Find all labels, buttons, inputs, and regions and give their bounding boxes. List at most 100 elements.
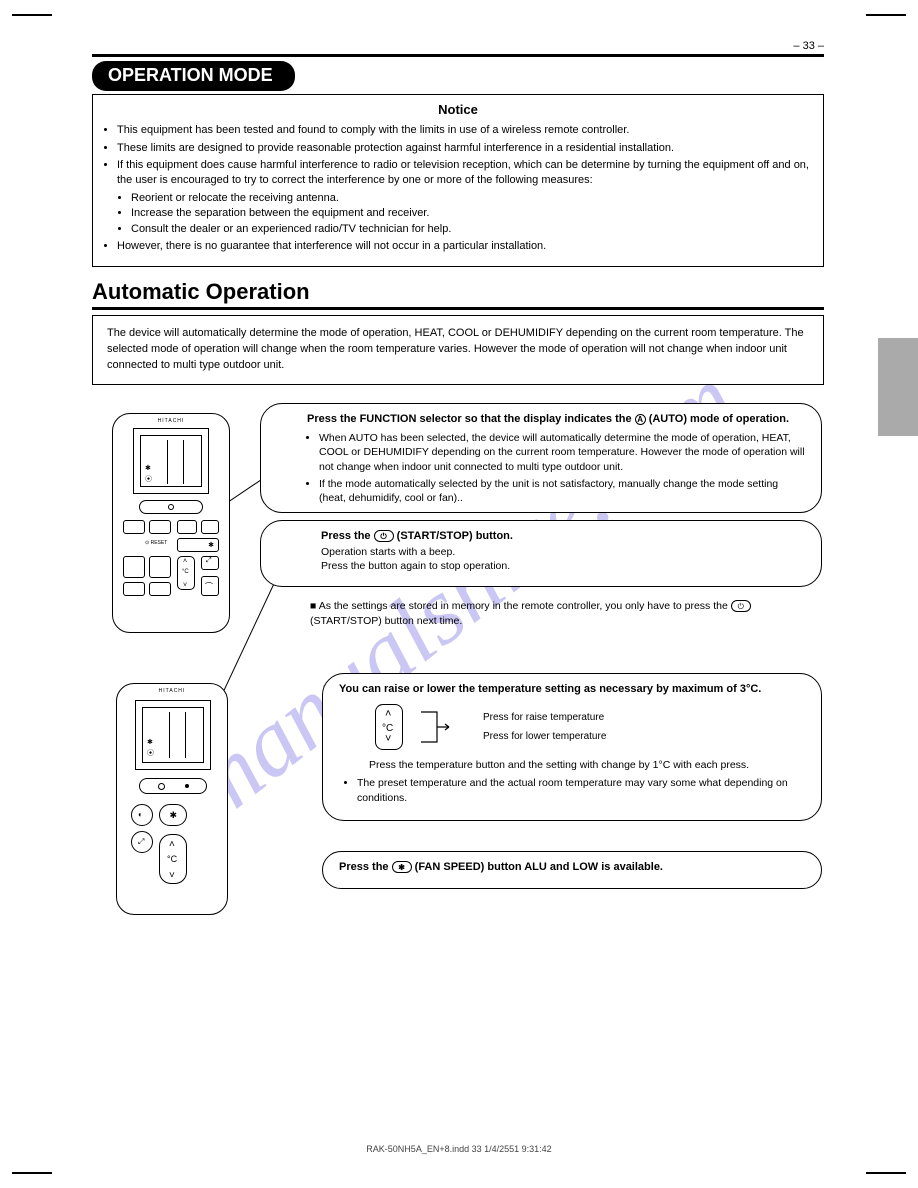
mid-rule — [92, 307, 824, 310]
raise-label: Press for raise temperature — [483, 711, 606, 724]
notice-item: This equipment has been tested and found… — [117, 123, 811, 138]
start-stop-button — [139, 500, 203, 514]
text: (AUTO) mode of operation. — [649, 413, 789, 425]
footer: RAK-50NH5A_EN+8.indd 33 1/4/2551 9:31:42 — [0, 1144, 918, 1154]
button-panel: ⊙ RESET ✱ ˄ °C ˅ ⤢ ⌒ — [123, 520, 221, 618]
temp-button: ˄ °C ˅ — [159, 834, 187, 884]
fan-icon: ✱ — [145, 464, 151, 472]
notice-box: Notice This equipment has been tested an… — [92, 94, 824, 267]
up-icon: ˄ — [385, 707, 391, 722]
btn: ◐ — [131, 804, 153, 826]
btn — [123, 520, 145, 534]
temp-line: Press the temperature button and the set… — [369, 758, 805, 773]
swing-icon: ⤢ — [138, 837, 144, 847]
louver-icon: ⌒ — [205, 581, 213, 592]
operations-area: HITACHI ✱ ⦿ ⊙ RESET ✱ — [92, 403, 824, 963]
power-icon — [158, 783, 165, 790]
side-tab — [878, 338, 918, 436]
btn — [149, 556, 171, 578]
text: Press the — [339, 861, 392, 873]
page-content: – 33 – OPERATION MODE Notice This equipm… — [92, 54, 824, 963]
swing-icon: ⤢ — [206, 557, 212, 565]
start-stop-button — [139, 778, 207, 794]
text: Press the — [321, 530, 374, 542]
section-title: OPERATION MODE — [92, 61, 295, 91]
temp-labels: Press for raise temperature Press for lo… — [483, 711, 606, 743]
divider — [167, 440, 168, 484]
measure-item: Increase the separation between the equi… — [131, 206, 811, 221]
remote-screen: ✱ ⦿ — [135, 700, 211, 770]
crop-mark-top-right — [866, 14, 906, 16]
notice-text: If this equipment does cause harmful int… — [117, 159, 809, 186]
remote-closed: HITACHI ✱ ⦿ ◐ ✱ ⤢ ˄ °C ˅ — [116, 683, 228, 915]
power-icon-inline: ⏻ — [374, 530, 394, 542]
c-label: °C — [167, 854, 177, 864]
notice-item: If this equipment does cause harmful int… — [117, 158, 811, 237]
auto-intro: The device will automatically determine … — [92, 315, 824, 385]
remote-open: HITACHI ✱ ⦿ ⊙ RESET ✱ — [112, 413, 230, 633]
btn: ✱ — [177, 538, 219, 552]
remote-screen: ✱ ⦿ — [133, 428, 209, 494]
c-label: °C — [182, 569, 189, 575]
start-line2: Operation starts with a beep. — [321, 545, 805, 560]
page-number: – 33 – — [793, 40, 824, 52]
measure-item: Reorient or relocate the receiving anten… — [131, 191, 811, 206]
power-icon — [168, 504, 174, 510]
remote-brand: HITACHI — [159, 688, 186, 694]
auto-icon: ⦿ — [145, 474, 152, 484]
midtext-2: (START/STOP) button next time. — [310, 615, 462, 627]
btn — [149, 520, 171, 534]
down-icon: ˅ — [183, 582, 187, 589]
bracket-icon — [419, 704, 473, 750]
screen-inner: ✱ ⦿ — [140, 435, 202, 487]
btn — [149, 582, 171, 596]
notice-list: This equipment has been tested and found… — [105, 123, 811, 254]
step-1-bubble: Press the FUNCTION selector so that the … — [260, 403, 822, 513]
btn: ⌒ — [201, 576, 219, 596]
mid-text: ■ As the settings are stored in memory i… — [310, 599, 822, 628]
crop-mark-bottom-left — [12, 1172, 52, 1174]
btn-function — [201, 520, 219, 534]
btn: ⤢ — [131, 831, 153, 853]
temp-row: ˄ °C ˅ Press for raise temperature Press… — [369, 704, 805, 750]
bullet: When AUTO has been selected, the device … — [319, 431, 805, 475]
notice-title: Notice — [105, 101, 811, 119]
auto-operation-title: Automatic Operation — [92, 279, 824, 305]
notice-item: However, there is no guarantee that inte… — [117, 239, 811, 254]
step1-title: Press the FUNCTION selector so that the … — [307, 412, 805, 427]
lower-label: Press for lower temperature — [483, 730, 606, 743]
temp-button: ˄ °C ˅ — [177, 556, 195, 590]
fan-icon: ✱ — [208, 541, 214, 549]
step1-bullets: When AUTO has been selected, the device … — [307, 431, 805, 506]
start-title: Press the ⏻ (START/STOP) button. — [321, 529, 805, 544]
measure-item: Consult the dealer or an experienced rad… — [131, 222, 811, 237]
crop-mark-top-left — [12, 14, 52, 16]
crop-mark-bottom-right — [866, 1172, 906, 1174]
fan-button: ✱ — [159, 804, 187, 826]
notice-item: These limits are designed to provide rea… — [117, 141, 811, 156]
btn — [177, 520, 197, 534]
auto-icon: ⦿ — [147, 748, 154, 758]
temp-note: The preset temperature and the actual ro… — [357, 776, 805, 805]
power-icon-inline: ⏻ — [731, 600, 751, 612]
remote-brand: HITACHI — [158, 418, 185, 424]
fan-bubble: Press the ✱ (FAN SPEED) button ALU and L… — [322, 851, 822, 888]
reset-label: ⊙ RESET — [145, 540, 167, 546]
text: (START/STOP) button. — [397, 530, 513, 542]
down-icon: ˅ — [169, 870, 175, 881]
text: (FAN SPEED) button ALU and LOW is availa… — [415, 861, 663, 873]
fan-title: Press the ✱ (FAN SPEED) button ALU and L… — [339, 860, 805, 875]
temp-title: You can raise or lower the temperature s… — [339, 682, 805, 697]
start-line3: Press the button again to stop operation… — [321, 559, 805, 574]
temp-button-illustration: ˄ °C ˅ — [375, 704, 403, 750]
fan-icon-inline: ✱ — [392, 861, 412, 873]
fan-icon: ✱ — [147, 738, 153, 746]
auto-mode-icon: A — [635, 414, 646, 425]
divider — [185, 712, 186, 758]
text: Press the FUNCTION selector so that the … — [307, 413, 635, 425]
temp-bubble: You can raise or lower the temperature s… — [322, 673, 822, 820]
top-rule — [92, 54, 824, 57]
temp-note-list: The preset temperature and the actual ro… — [345, 776, 805, 805]
up-icon: ˄ — [169, 839, 175, 850]
screen-inner: ✱ ⦿ — [142, 707, 204, 763]
